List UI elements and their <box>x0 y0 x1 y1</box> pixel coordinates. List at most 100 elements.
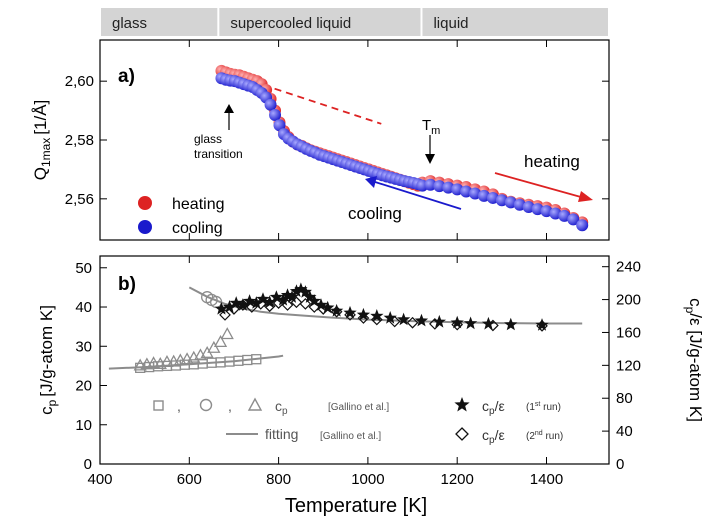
run1-star-point <box>314 298 328 311</box>
panel-b-ytick-right-label: 0 <box>616 456 624 473</box>
panel-b-ytick-right-label: 160 <box>616 324 641 341</box>
cooling-series <box>215 72 589 232</box>
tm-label: Tm <box>422 117 440 137</box>
run1-star-point <box>463 316 478 330</box>
panel-a-ylabel: Q1max [1/Å] <box>31 100 53 181</box>
legend-cooling-marker <box>138 220 152 234</box>
panel-b-ytick-label: 0 <box>84 456 92 473</box>
cooling-point <box>477 189 490 202</box>
tm-arrowhead <box>425 154 435 164</box>
glass-transition-line2: transition <box>194 147 243 161</box>
legend-heating-marker <box>138 196 152 210</box>
panel-b-ytick-label: 10 <box>75 417 92 434</box>
panel-b-ytick-right-label: 80 <box>616 390 633 407</box>
run1-stars <box>214 282 549 331</box>
legend-sep1: , <box>177 398 181 414</box>
panel-a: 2,56 2,58 2,60 a) Q1max [1/Å] glass transit… <box>31 39 610 241</box>
panel-b-ytick-label: 30 <box>75 338 92 355</box>
phase-band-label: supercooled liquid <box>230 15 351 32</box>
cp-triangle-point <box>220 327 234 340</box>
panel-b-yticks-right: 0 40 80 120 160 200 240 <box>602 259 641 473</box>
panel-b-label: b) <box>118 274 136 295</box>
x-axis-title: Temperature [K] <box>285 495 427 517</box>
legend-run2-note: (2nd run) <box>526 430 563 442</box>
run1-star-point <box>249 296 263 309</box>
phase-band-2 <box>422 8 608 36</box>
phase-band-0 <box>101 8 218 36</box>
cooling-point <box>442 181 455 194</box>
cp-squares <box>135 354 262 373</box>
run1-star-point <box>321 300 335 314</box>
cooling-point <box>576 219 589 232</box>
run1-star-point <box>222 300 237 313</box>
run1-star-point <box>242 294 257 307</box>
legend-sep2: , <box>228 398 232 414</box>
heating-annotation: heating <box>524 152 580 171</box>
run1-star-point <box>397 312 411 326</box>
run1-star-point <box>289 284 304 297</box>
panel-a-xticks <box>99 40 547 240</box>
panel-b-xtick-label: 1000 <box>351 471 384 488</box>
run1-star-point <box>414 313 429 327</box>
panel-a-ytick-label: 2,60 <box>65 73 94 90</box>
legend-cooling-label: cooling <box>172 220 223 237</box>
heating-arrowhead <box>578 191 593 202</box>
panel-b-ylabel: cp[J/g-atom K] <box>37 305 59 415</box>
cooling-point <box>567 213 580 226</box>
legend-fitting-label: fitting <box>265 426 298 442</box>
extrapolation-dash <box>251 80 382 125</box>
cooling-point <box>269 109 282 121</box>
run1-star-point <box>450 315 464 329</box>
run2-diamond-point <box>299 298 312 310</box>
run1-star-point <box>214 302 229 315</box>
glass-transition-line1: glass <box>194 132 222 146</box>
run1-star-point <box>229 296 243 309</box>
run1-star-point <box>481 316 496 330</box>
cooling-annotation: cooling <box>348 204 402 223</box>
run1-star-point <box>356 307 371 321</box>
panel-a-ytick-label: 2,58 <box>65 132 94 149</box>
run2-diamond-point <box>263 300 276 313</box>
run1-star-point <box>343 305 357 319</box>
legend-circle-marker <box>199 398 213 412</box>
panel-a-label: a) <box>118 66 135 87</box>
panel-a-ytick-label: 2,56 <box>65 191 94 208</box>
glass-transition-arrowhead <box>224 104 234 113</box>
cp-circles <box>201 291 223 309</box>
extrapolation-line <box>251 80 382 125</box>
cooling-point <box>451 183 464 196</box>
phase-bands: glass supercooled liquid liquid <box>101 8 608 36</box>
cooling-arrow <box>371 180 462 210</box>
run1-star-point <box>294 282 308 295</box>
cooling-point <box>433 180 446 193</box>
cooling-point <box>264 98 277 111</box>
run2-diamonds <box>219 296 548 332</box>
panel-b-ytick-right-label: 40 <box>616 423 633 440</box>
run2-diamond-point <box>406 316 419 329</box>
phase-band-label: glass <box>112 15 147 32</box>
run1-star-point <box>263 295 277 308</box>
panel-b-ytick-label: 20 <box>75 378 92 395</box>
panel-b-legend: , , cp [Gallino et al.] fitting [Gallino… <box>153 397 563 446</box>
run1-star-point <box>504 317 518 331</box>
panel-b-frame <box>99 255 610 465</box>
run2-diamond-point <box>370 313 383 326</box>
legend-run1-label: cp/ε <box>482 398 505 417</box>
legend-diamond-marker <box>455 427 469 441</box>
run1-star-point <box>370 309 384 322</box>
cooling-point <box>495 194 508 207</box>
panel-b-xtick-label: 1200 <box>441 471 474 488</box>
panel-b-xtick-label: 400 <box>87 471 112 488</box>
legend-star-marker <box>454 397 470 412</box>
panel-b-xticks: 400 600 800 1000 1200 1400 <box>87 256 563 488</box>
run1-star-point <box>269 290 283 303</box>
cooling-arrowhead <box>365 176 377 188</box>
run1-star-point <box>276 293 290 306</box>
cooling-point <box>273 119 286 132</box>
run1-star-point <box>236 298 250 311</box>
cp-triangle-point <box>213 334 228 347</box>
cp-triangle-point <box>160 355 174 368</box>
legend-square-marker <box>153 400 164 411</box>
legend-cp: cp <box>275 398 288 417</box>
